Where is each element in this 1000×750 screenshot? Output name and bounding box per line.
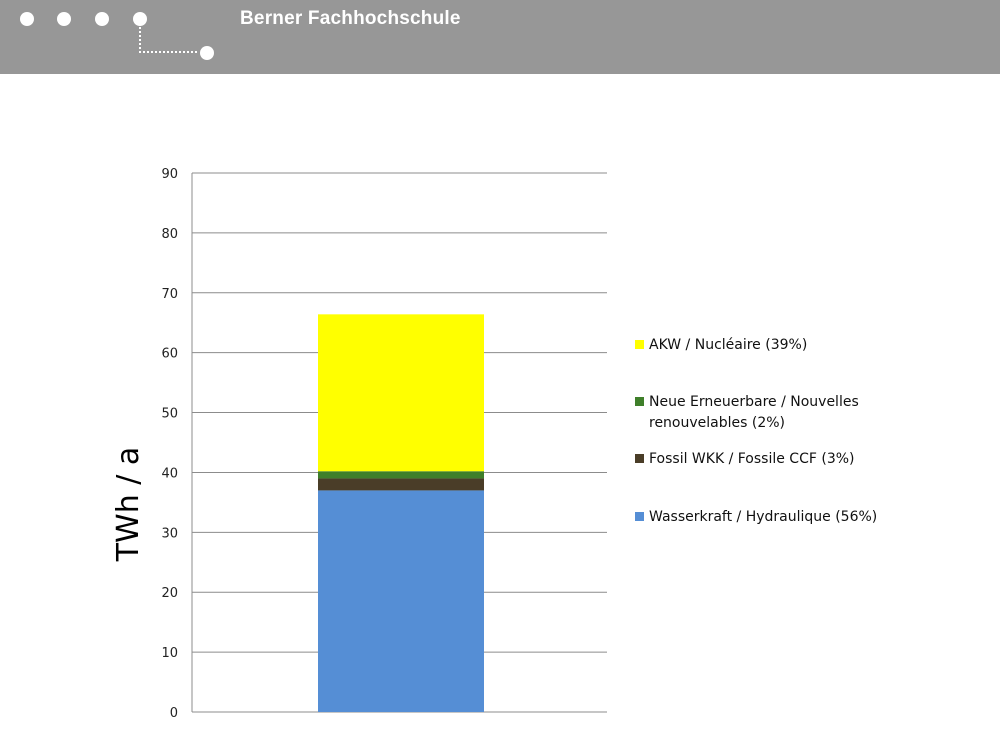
bar-stack [318, 314, 484, 712]
legend-swatch [635, 512, 644, 521]
bar-segment [318, 471, 484, 479]
brand-title: Berner Fachhochschule [240, 8, 461, 29]
y-tick-label: 70 [161, 287, 178, 302]
bar-segment [318, 478, 484, 491]
y-tick-label: 20 [161, 586, 178, 601]
y-tick-label: 10 [161, 646, 178, 661]
legend-label: Wasserkraft / Hydraulique (56%) [649, 509, 877, 525]
nav-dot-icon[interactable] [57, 12, 71, 26]
nav-dot-icon[interactable] [200, 46, 214, 60]
y-tick-label: 90 [161, 167, 178, 182]
legend-swatch [635, 397, 644, 406]
stacked-bar-chart: 0 10 20 30 40 50 60 70 80 90 AKW / Nucléaire (39%… [111, 167, 877, 721]
nav-dot-icon[interactable] [20, 12, 34, 26]
legend-label: Fossil WKK / Fossile CCF (3%) [649, 451, 855, 467]
y-tick-label: 80 [161, 227, 178, 242]
legend-label: AKW / Nucléaire (39%) [649, 337, 807, 353]
nav-dot-icon[interactable] [95, 12, 109, 26]
y-tick-label: 40 [161, 466, 178, 481]
dotted-connector-icon [139, 27, 197, 53]
y-axis: 0 10 20 30 40 50 60 70 80 90 [161, 167, 193, 721]
header-bar: Berner Fachhochschule [0, 0, 1000, 74]
y-tick-label: 30 [161, 526, 178, 541]
y-tick-label: 50 [161, 407, 178, 422]
nav-dot-icon[interactable] [133, 12, 147, 26]
legend: AKW / Nucléaire (39%) Neue Erneuerbare / … [635, 337, 877, 525]
y-axis-label: TWh / a [111, 447, 146, 563]
legend-swatch [635, 454, 644, 463]
y-tick-label: 60 [161, 347, 178, 362]
y-tick-label: 0 [170, 706, 178, 721]
legend-swatch [635, 340, 644, 349]
bar-segment [318, 490, 484, 712]
legend-label: Neue Erneuerbare / Nouvelles renouvelable… [649, 394, 859, 431]
bar-segment [318, 314, 484, 472]
